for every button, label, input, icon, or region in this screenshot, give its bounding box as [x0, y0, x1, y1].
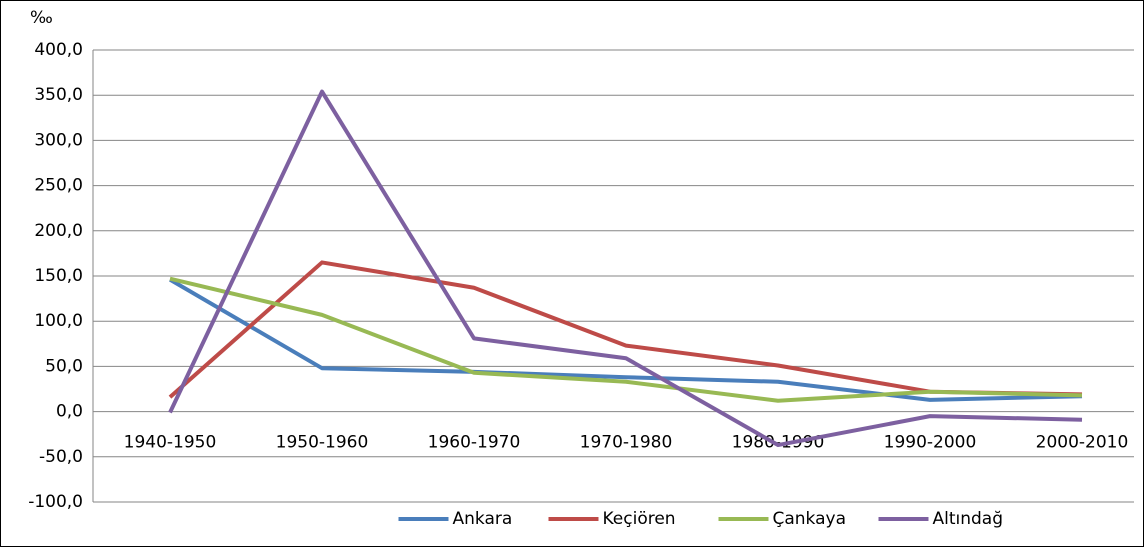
x-tick-label: 1960-1970	[428, 433, 521, 453]
y-tick-label: 400,0	[34, 40, 83, 60]
x-tick-label: 1940-1950	[124, 433, 217, 453]
y-tick-label: -50,0	[39, 447, 83, 467]
y-tick-label: 250,0	[34, 176, 83, 196]
legend-label: Ankara	[453, 509, 513, 529]
series-line	[169, 276, 1083, 403]
y-tick-label: 350,0	[34, 85, 83, 105]
y-axis-label: ‰	[30, 8, 53, 28]
series-line	[168, 277, 1083, 402]
y-tick-label: 150,0	[34, 266, 83, 286]
x-tick-label: 1980-1990	[732, 433, 825, 453]
y-tick-label: 50,0	[45, 356, 83, 376]
legend-label: Keçiören	[603, 509, 676, 529]
x-tick-label: 1950-1960	[276, 433, 369, 453]
x-tick-label: 1990-2000	[884, 433, 977, 453]
y-tick-label: 0,0	[56, 402, 83, 422]
y-tick-label: 200,0	[34, 221, 83, 241]
y-tick-label: 100,0	[34, 311, 83, 331]
y-tick-label: 300,0	[34, 130, 83, 150]
x-tick-label: 1970-1980	[580, 433, 673, 453]
series-line	[168, 89, 1083, 448]
legend-label: Altındağ	[933, 509, 1004, 529]
x-tick-label: 2000-2010	[1036, 433, 1129, 453]
legend-label: Çankaya	[773, 509, 847, 529]
y-tick-label: -100,0	[28, 492, 83, 512]
